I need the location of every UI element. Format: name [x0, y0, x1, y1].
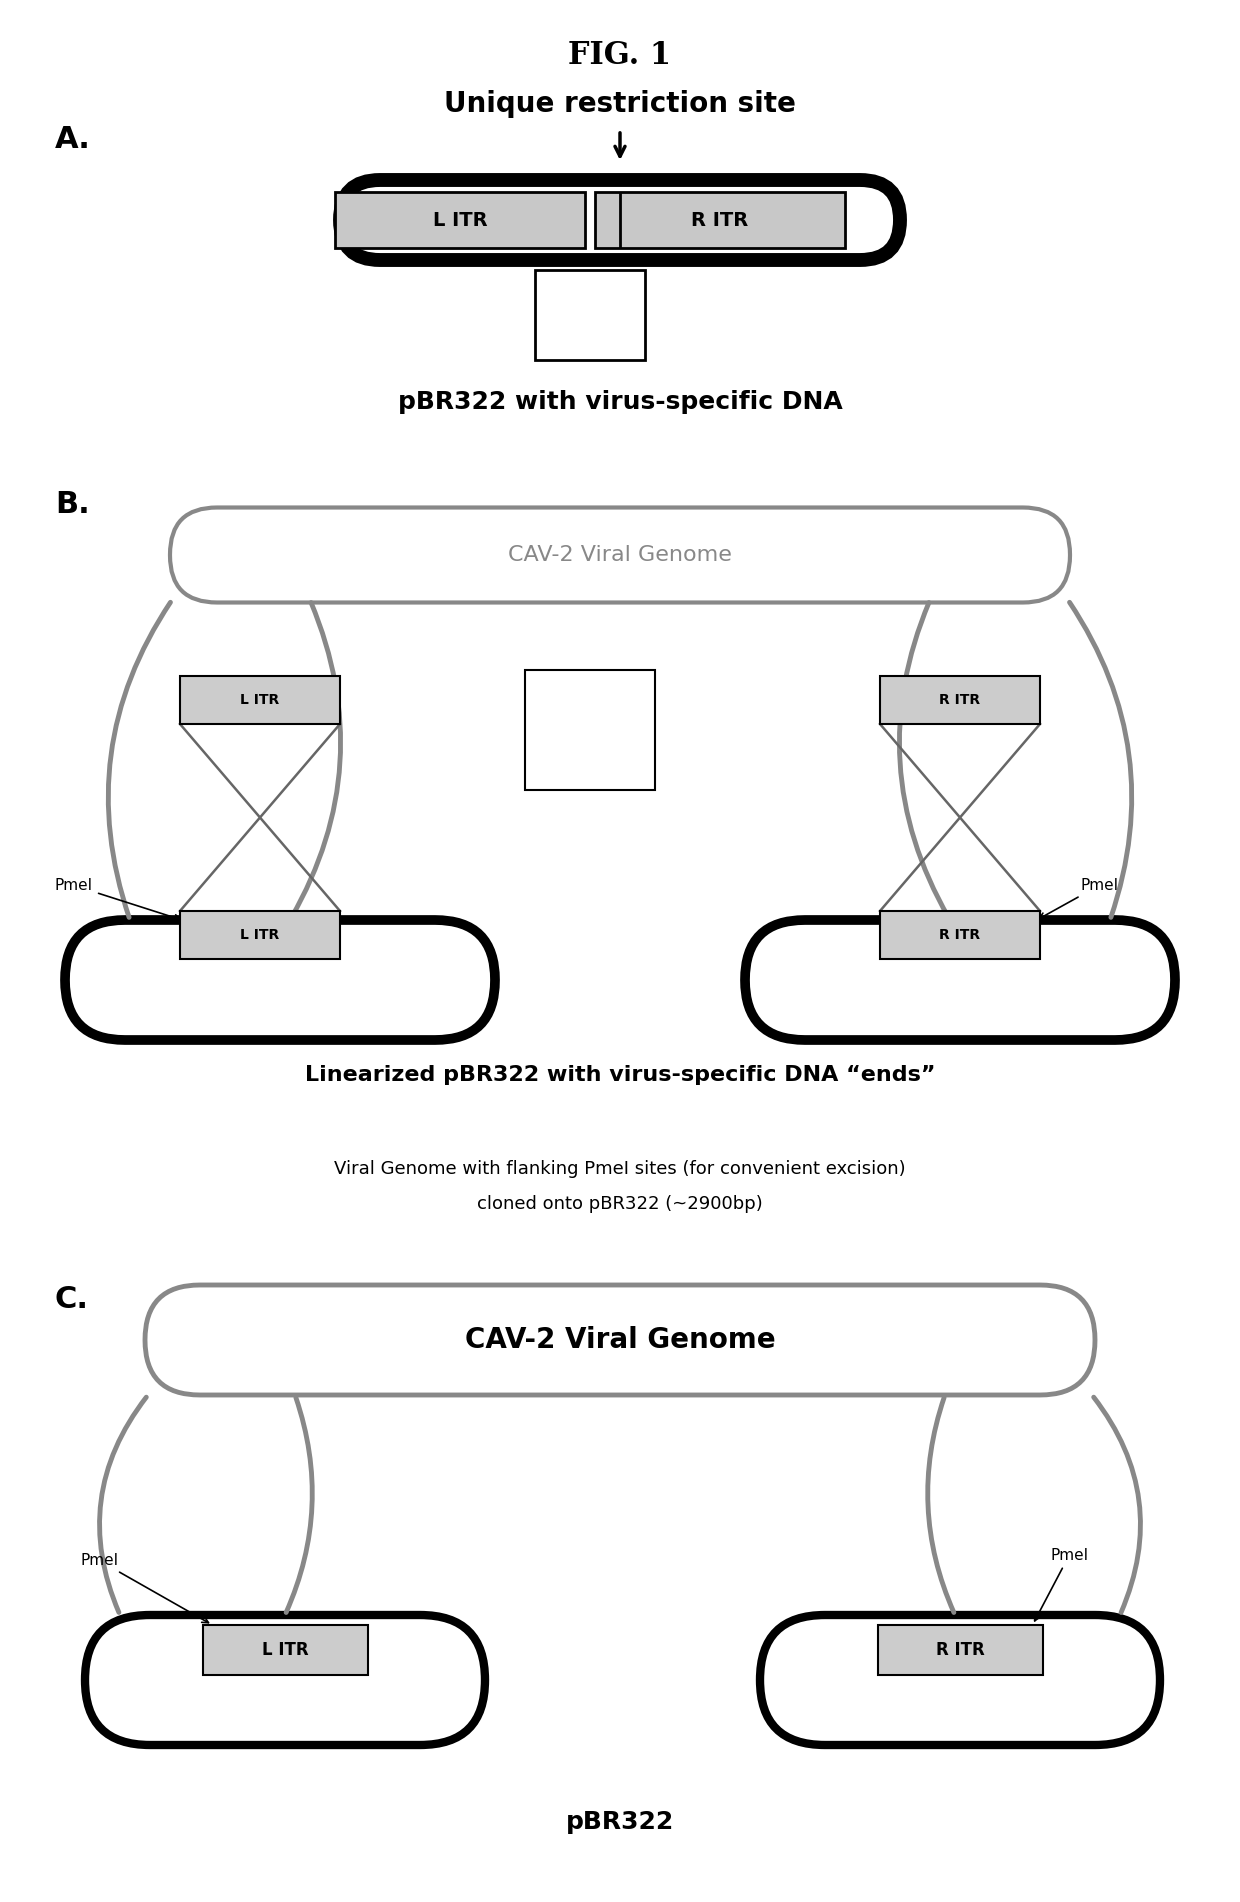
Text: pBR322 with virus-specific DNA: pBR322 with virus-specific DNA	[398, 390, 842, 415]
FancyBboxPatch shape	[534, 270, 645, 359]
FancyBboxPatch shape	[180, 911, 340, 959]
FancyBboxPatch shape	[335, 192, 585, 247]
FancyBboxPatch shape	[760, 1615, 1159, 1744]
Text: FIG. 1: FIG. 1	[568, 40, 672, 70]
Text: R ITR: R ITR	[692, 211, 749, 230]
Text: cloned onto pBR322 (~2900bp): cloned onto pBR322 (~2900bp)	[477, 1194, 763, 1213]
Text: Linearized pBR322 with virus-specific DNA “ends”: Linearized pBR322 with virus-specific DN…	[305, 1065, 935, 1084]
Text: PmeI: PmeI	[1039, 879, 1118, 919]
Text: L ITR: L ITR	[262, 1641, 309, 1659]
FancyBboxPatch shape	[595, 192, 844, 247]
Text: R ITR: R ITR	[940, 692, 981, 708]
FancyBboxPatch shape	[86, 1615, 485, 1744]
FancyBboxPatch shape	[202, 1624, 367, 1676]
Text: CAV-2 Viral Genome: CAV-2 Viral Genome	[465, 1326, 775, 1354]
Text: PmeI: PmeI	[55, 879, 181, 921]
Text: L ITR: L ITR	[433, 211, 487, 230]
FancyBboxPatch shape	[525, 670, 655, 789]
FancyBboxPatch shape	[64, 921, 495, 1040]
FancyBboxPatch shape	[880, 675, 1040, 725]
FancyBboxPatch shape	[145, 1286, 1095, 1394]
FancyBboxPatch shape	[180, 675, 340, 725]
FancyBboxPatch shape	[340, 181, 900, 261]
FancyBboxPatch shape	[170, 508, 1070, 603]
Text: R ITR: R ITR	[936, 1641, 985, 1659]
Text: L ITR: L ITR	[241, 692, 280, 708]
Text: PmeI: PmeI	[1034, 1548, 1089, 1621]
Text: A.: A.	[55, 126, 91, 154]
Text: L ITR: L ITR	[241, 928, 280, 941]
FancyBboxPatch shape	[878, 1624, 1043, 1676]
Text: B.: B.	[55, 491, 89, 519]
FancyBboxPatch shape	[880, 911, 1040, 959]
Text: CAV-2 Viral Genome: CAV-2 Viral Genome	[508, 546, 732, 565]
Text: R ITR: R ITR	[940, 928, 981, 941]
Text: Unique restriction site: Unique restriction site	[444, 89, 796, 118]
Text: C.: C.	[55, 1286, 89, 1314]
FancyBboxPatch shape	[745, 921, 1176, 1040]
Text: PmeI: PmeI	[81, 1554, 208, 1622]
Text: Viral Genome with flanking PmeI sites (for convenient excision): Viral Genome with flanking PmeI sites (f…	[335, 1160, 905, 1177]
Text: pBR322: pBR322	[565, 1811, 675, 1834]
